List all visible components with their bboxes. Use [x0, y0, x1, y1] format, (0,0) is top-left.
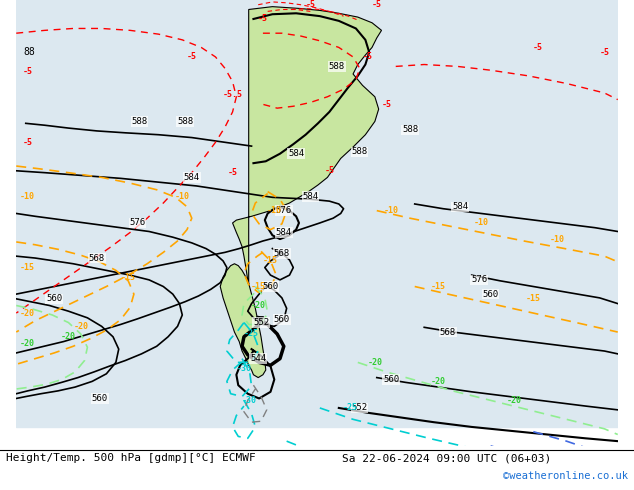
Text: -10: -10	[20, 192, 35, 201]
Text: -5: -5	[258, 15, 268, 24]
Text: 560: 560	[274, 315, 290, 324]
Text: -15: -15	[431, 282, 446, 291]
Text: -10: -10	[384, 206, 399, 215]
Text: -10: -10	[267, 206, 281, 215]
Text: -20: -20	[367, 358, 382, 367]
Text: 584: 584	[184, 173, 200, 182]
Text: -15: -15	[250, 282, 266, 291]
Text: -20: -20	[61, 332, 76, 342]
Text: -20: -20	[74, 322, 88, 331]
Text: -5: -5	[600, 48, 609, 57]
Text: 584: 584	[288, 149, 304, 158]
Text: -15: -15	[120, 272, 136, 282]
Text: 544: 544	[250, 354, 266, 363]
Text: 584: 584	[276, 228, 292, 237]
Text: -5: -5	[23, 138, 32, 147]
Text: 560: 560	[383, 375, 399, 384]
Text: -5: -5	[372, 0, 382, 9]
Text: 588: 588	[329, 62, 345, 71]
Text: 568: 568	[89, 253, 105, 263]
Text: 576: 576	[276, 206, 292, 215]
Text: -20: -20	[250, 301, 266, 310]
Text: 560: 560	[92, 394, 108, 403]
Text: -20: -20	[20, 339, 35, 348]
Text: -20: -20	[507, 396, 522, 405]
Text: 560: 560	[482, 290, 499, 298]
Text: -10: -10	[175, 192, 190, 201]
Text: -30: -30	[236, 364, 252, 372]
Text: 568: 568	[274, 249, 290, 258]
Text: -20: -20	[431, 377, 446, 386]
Text: 88: 88	[24, 47, 36, 57]
Text: -5: -5	[228, 168, 238, 177]
Text: 568: 568	[440, 327, 456, 337]
Text: 560: 560	[46, 294, 62, 303]
Text: -10: -10	[550, 235, 564, 244]
Text: 588: 588	[131, 117, 148, 126]
Text: 588: 588	[177, 117, 193, 126]
Text: 584: 584	[302, 192, 318, 201]
Text: -5: -5	[306, 0, 315, 9]
Polygon shape	[220, 7, 382, 378]
Text: -5: -5	[381, 100, 391, 109]
Text: 552: 552	[253, 318, 269, 327]
Text: -5: -5	[23, 67, 32, 75]
Text: 584: 584	[452, 202, 469, 211]
Text: 576: 576	[129, 219, 146, 227]
Text: -15: -15	[263, 256, 278, 266]
Text: ©weatheronline.co.uk: ©weatheronline.co.uk	[503, 471, 628, 481]
Text: 588: 588	[352, 147, 368, 156]
Text: -5: -5	[187, 52, 197, 61]
Text: Sa 22-06-2024 09:00 UTC (06+03): Sa 22-06-2024 09:00 UTC (06+03)	[342, 453, 552, 463]
Text: -25: -25	[343, 403, 358, 413]
Text: Height/Temp. 500 hPa [gdmp][°C] ECMWF: Height/Temp. 500 hPa [gdmp][°C] ECMWF	[6, 453, 256, 463]
Text: -5: -5	[362, 52, 372, 61]
Text: -5: -5	[533, 43, 543, 52]
Text: 552: 552	[352, 403, 368, 413]
Text: 588: 588	[402, 125, 418, 134]
Text: 576: 576	[471, 275, 488, 284]
Text: -20: -20	[20, 309, 35, 318]
Text: -25: -25	[244, 329, 259, 339]
Text: -15: -15	[20, 263, 35, 272]
Text: -15: -15	[526, 294, 541, 303]
Text: -10: -10	[474, 219, 489, 227]
Text: -30: -30	[242, 396, 257, 405]
Text: 560: 560	[262, 282, 278, 291]
Text: -5.5: -5.5	[223, 90, 243, 99]
Text: -5: -5	[325, 166, 334, 175]
